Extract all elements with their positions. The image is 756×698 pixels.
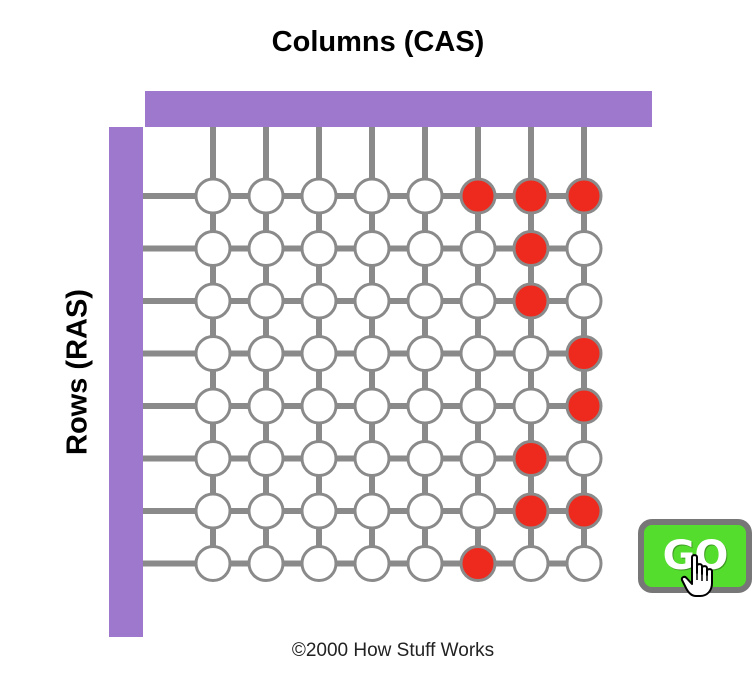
memory-cell-empty <box>247 440 285 477</box>
columns-cas-title: Columns (CAS) <box>271 26 485 58</box>
memory-cell-empty <box>300 387 338 425</box>
memory-cell-empty <box>406 492 444 530</box>
memory-cell-empty <box>194 335 232 372</box>
memory-cell-empty <box>300 177 338 215</box>
memory-cell-empty <box>353 335 391 372</box>
memory-cell-empty <box>406 387 444 425</box>
memory-cell-empty <box>194 177 232 215</box>
memory-cell-empty <box>459 387 497 425</box>
memory-cell-charged <box>459 177 497 215</box>
memory-cell-charged <box>565 387 603 425</box>
memory-cell-empty <box>247 177 285 215</box>
memory-cell-empty <box>406 545 444 582</box>
memory-cell-empty <box>459 440 497 477</box>
memory-cell-empty <box>247 545 285 582</box>
memory-cell-empty <box>300 440 338 477</box>
memory-cell-empty <box>459 335 497 372</box>
memory-cell-empty <box>247 387 285 425</box>
memory-cell-empty <box>247 492 285 530</box>
memory-cell-empty <box>353 387 391 425</box>
memory-cell-empty <box>406 282 444 320</box>
memory-cell-charged <box>565 492 603 530</box>
memory-cell-empty <box>406 230 444 267</box>
copyright-notice: ©2000 How Stuff Works <box>291 640 495 661</box>
memory-cell-empty <box>247 335 285 372</box>
memory-cell-empty <box>300 545 338 582</box>
memory-cell-empty <box>300 335 338 372</box>
memory-cell-empty <box>353 545 391 582</box>
memory-cell-empty <box>353 177 391 215</box>
memory-cell-empty <box>353 282 391 320</box>
memory-cell-charged <box>459 545 497 582</box>
memory-cell-empty <box>406 440 444 477</box>
memory-cell-charged <box>512 492 550 530</box>
memory-cell-empty <box>353 440 391 477</box>
memory-cell-empty <box>300 492 338 530</box>
memory-cell-empty <box>194 230 232 267</box>
memory-cell-empty <box>512 387 550 425</box>
memory-cell-empty <box>194 492 232 530</box>
memory-cell-empty <box>565 282 603 320</box>
memory-cell-empty <box>194 387 232 425</box>
memory-cell-charged <box>512 177 550 215</box>
memory-cell-empty <box>353 492 391 530</box>
memory-cell-empty <box>565 440 603 477</box>
memory-cell-empty <box>247 230 285 267</box>
memory-cell-empty <box>406 335 444 372</box>
memory-cell-charged <box>512 440 550 477</box>
memory-cell-empty <box>565 230 603 267</box>
memory-cell-empty <box>565 545 603 582</box>
memory-cell-empty <box>512 335 550 372</box>
memory-cell-empty <box>406 177 444 215</box>
memory-cell-empty <box>194 545 232 582</box>
row-address-bar <box>109 127 143 637</box>
memory-cell-empty <box>247 282 285 320</box>
memory-cell-empty <box>300 282 338 320</box>
memory-cell-empty <box>300 230 338 267</box>
memory-cell-empty <box>512 545 550 582</box>
memory-cell-charged <box>512 230 550 267</box>
memory-cell-empty <box>459 492 497 530</box>
memory-cell-empty <box>459 230 497 267</box>
memory-cell-empty <box>459 282 497 320</box>
memory-cell-empty <box>194 282 232 320</box>
memory-cell-charged <box>512 282 550 320</box>
pointer-hand-icon <box>680 554 713 597</box>
memory-cell-charged <box>565 335 603 372</box>
memory-cell-empty <box>194 440 232 477</box>
column-address-bar <box>145 91 652 127</box>
memory-cell-charged <box>565 177 603 215</box>
memory-cell-empty <box>353 230 391 267</box>
